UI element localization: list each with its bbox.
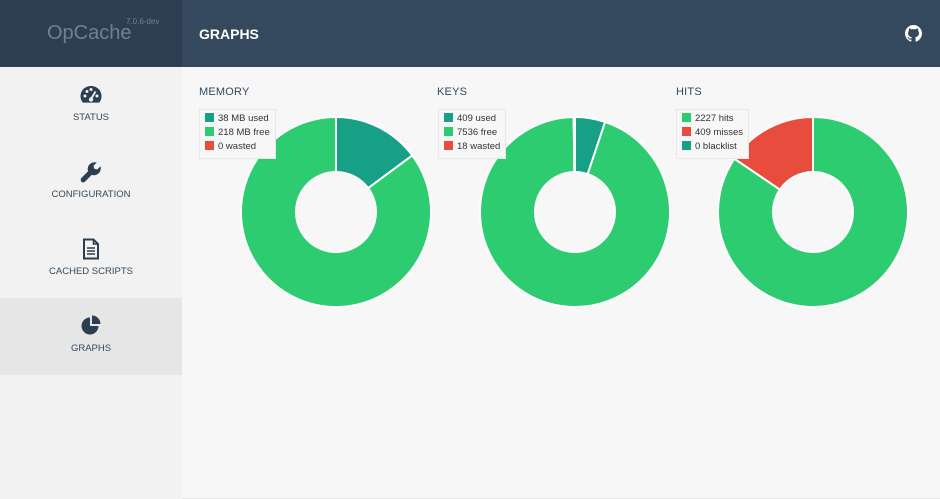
sidebar-item-status[interactable]: STATUS: [0, 67, 182, 144]
graphs-panel: MEMORY 38 MB used 218 MB free 0 wasted K…: [182, 67, 940, 499]
legend-entry: 0 blacklist: [682, 141, 743, 155]
sidebar-item-label: GRAPHS: [70, 343, 112, 354]
legend-label: 0 wasted: [218, 141, 257, 152]
donut-slice-wasted: [572, 116, 576, 174]
legend-entry: 218 MB free: [205, 127, 270, 141]
sidebar-item-label: CONFIGURATION: [51, 189, 131, 200]
legend-swatch: [444, 141, 453, 150]
legend-swatch: [682, 141, 691, 150]
brand-name: OpCache: [47, 22, 132, 44]
donut-slice-misses: [732, 116, 814, 191]
legend-label: 7536 free: [457, 127, 498, 138]
legend-entry: 0 wasted: [205, 141, 270, 155]
brand[interactable]: OpCache 7.0.6-dev: [0, 0, 182, 67]
legend-entry: 409 used: [444, 113, 500, 127]
page-title: GRAPHS: [199, 26, 259, 42]
legend-swatch: [205, 127, 214, 136]
legend-entry: 38 MB used: [205, 113, 270, 127]
github-icon[interactable]: [905, 25, 922, 42]
legend-entry: 7536 free: [444, 127, 500, 141]
sidebar-item-graphs[interactable]: GRAPHS: [0, 298, 182, 375]
sidebar-item-label: CACHED SCRIPTS: [49, 266, 133, 277]
donut-slice-hits: [717, 116, 909, 308]
dashboard-icon: [80, 86, 102, 103]
keys-legend: 409 used 7536 free 18 wasted: [438, 109, 507, 159]
legend-entry: 18 wasted: [444, 141, 500, 155]
legend-entry: 2227 hits: [682, 113, 743, 127]
keys-donut-chart: [479, 116, 671, 308]
legend-label: 409 misses: [695, 127, 744, 138]
sidebar-item-configuration[interactable]: CONFIGURATION: [0, 144, 182, 221]
legend-swatch: [444, 113, 453, 122]
chart-title-memory: MEMORY: [199, 86, 250, 98]
hits-donut-chart: [717, 116, 909, 308]
pie-chart-icon: [81, 315, 101, 335]
legend-label: 2227 hits: [695, 113, 734, 124]
sidebar-item-label: STATUS: [72, 112, 110, 123]
legend-entry: 409 misses: [682, 127, 743, 141]
sidebar-item-cached-scripts[interactable]: CACHED SCRIPTS: [0, 221, 182, 298]
sidebar: STATUS CONFIGURATION CACHED SCRIPTS GRAP…: [0, 67, 182, 499]
memory-donut-chart: [240, 116, 432, 308]
legend-swatch: [444, 127, 453, 136]
topbar: GRAPHS: [182, 0, 940, 67]
legend-label: 18 wasted: [457, 141, 501, 152]
legend-label: 409 used: [457, 113, 497, 124]
legend-label: 218 MB free: [218, 127, 270, 138]
file-icon: [83, 238, 99, 260]
legend-swatch: [205, 113, 214, 122]
memory-legend: 38 MB used 218 MB free 0 wasted: [199, 109, 276, 159]
legend-swatch: [682, 127, 691, 136]
wrench-icon: [80, 162, 101, 183]
legend-swatch: [205, 141, 214, 150]
chart-title-keys: KEYS: [437, 86, 468, 98]
brand-version: 7.0.6-dev: [126, 17, 160, 26]
legend-swatch: [682, 113, 691, 122]
chart-title-hits: HITS: [676, 86, 702, 98]
hits-legend: 2227 hits 409 misses 0 blacklist: [676, 109, 750, 159]
legend-label: 38 MB used: [218, 113, 269, 124]
legend-label: 0 blacklist: [695, 141, 737, 152]
